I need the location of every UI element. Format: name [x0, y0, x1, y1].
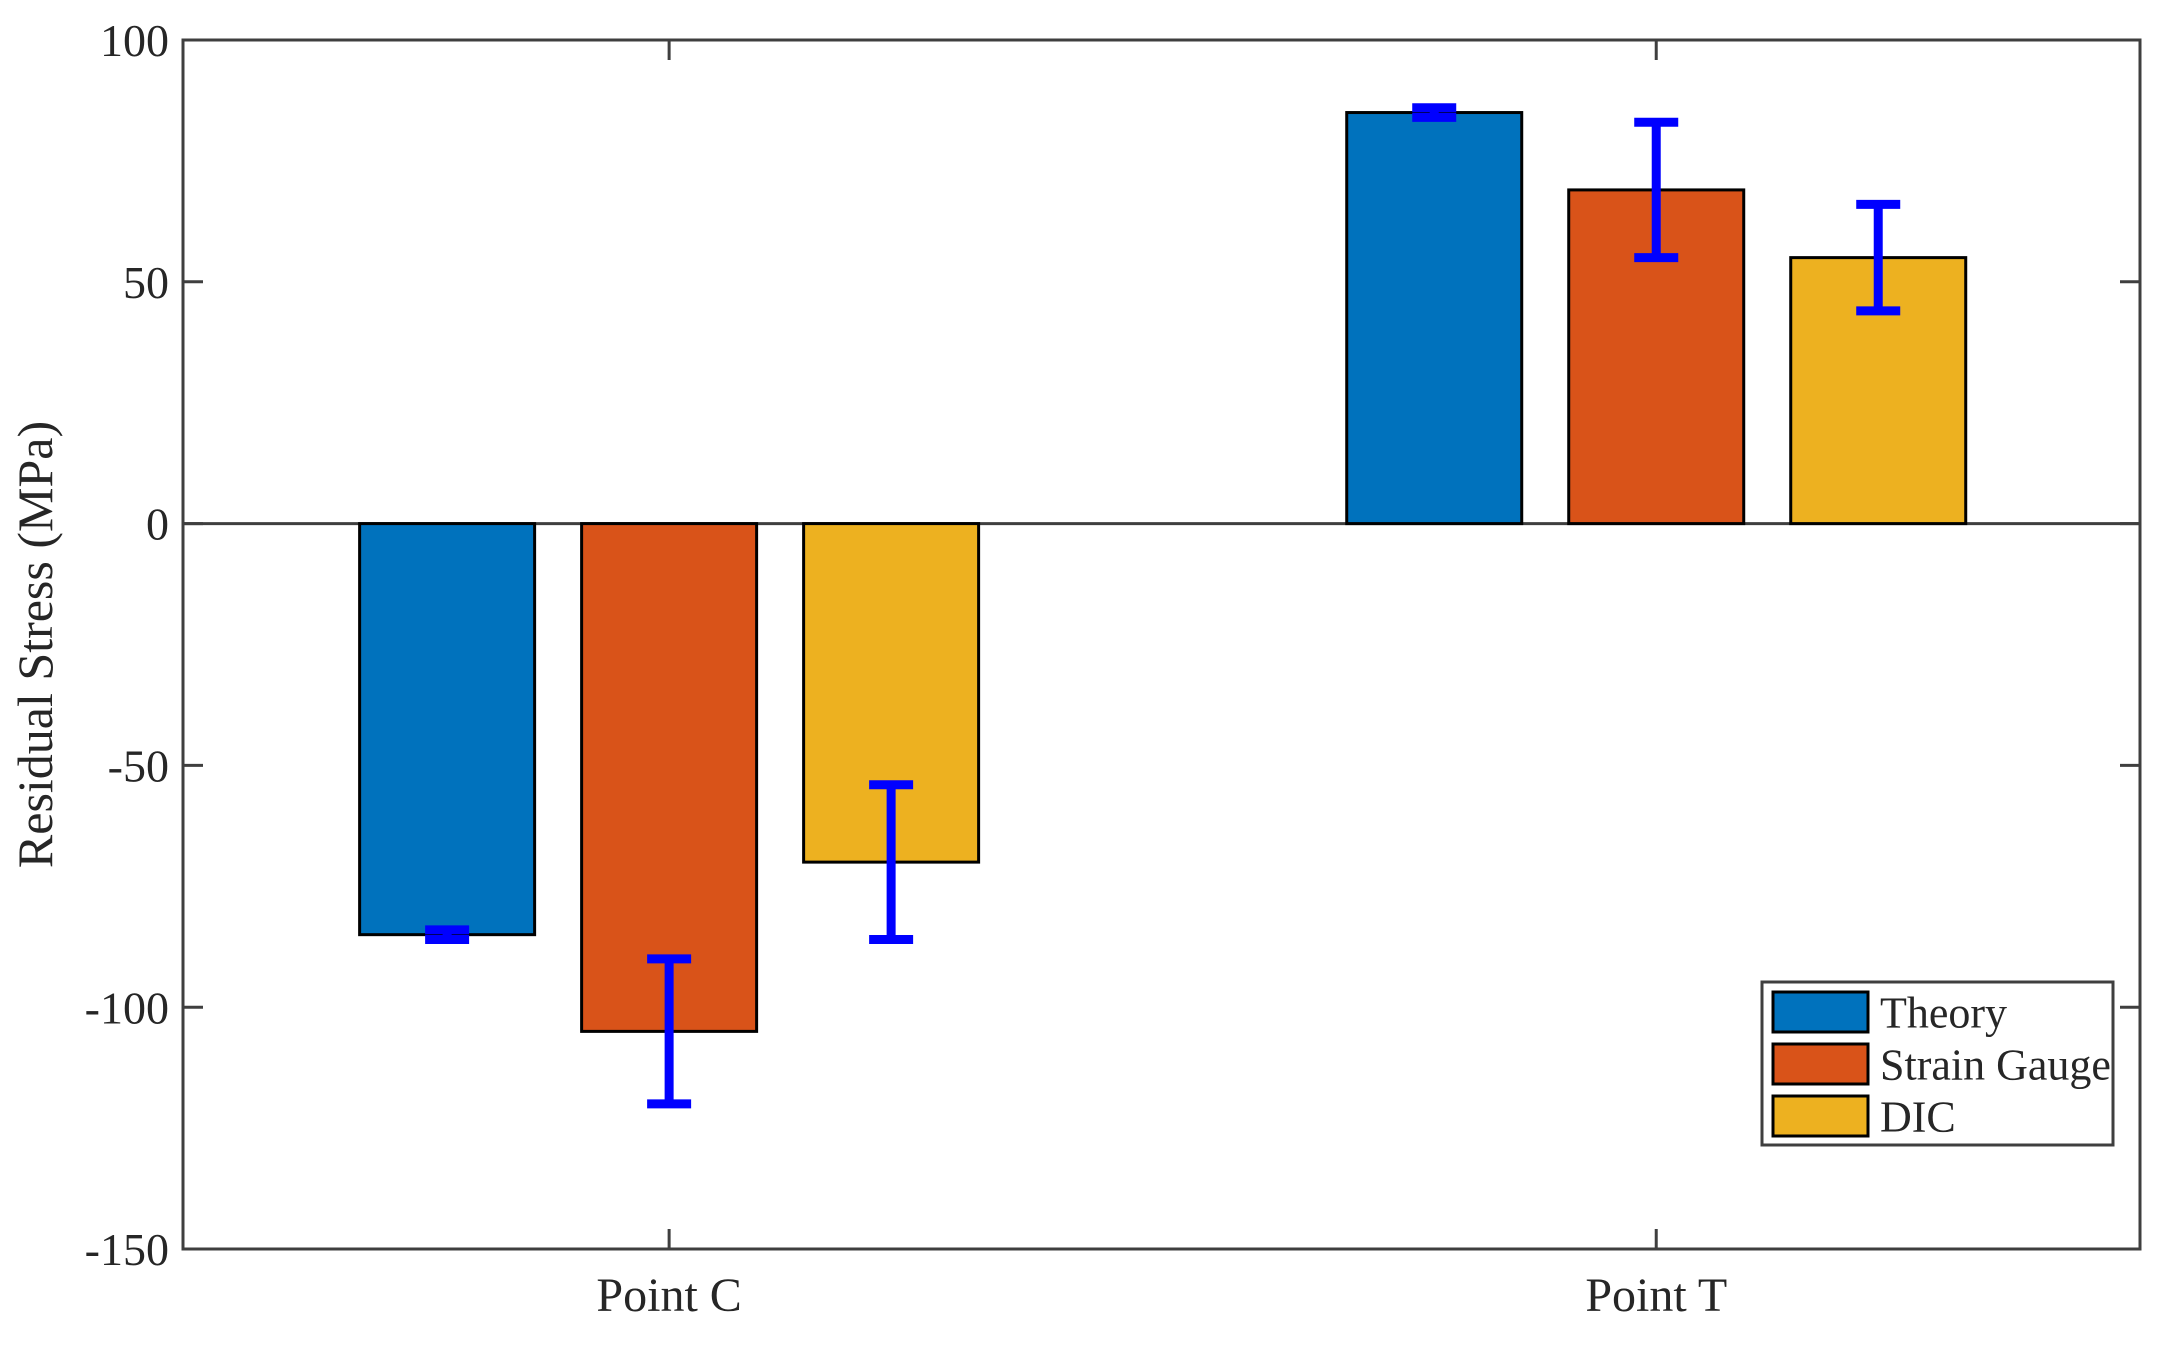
y-tick-label-0: 0	[146, 499, 169, 550]
axis-box	[181, 38, 2142, 1251]
y-tick-label--50: -50	[108, 741, 169, 792]
legend-label-theory: Theory	[1880, 988, 2007, 1037]
x-category-label-point-c: Point C	[596, 1269, 741, 1322]
error-bar-theory-point-t	[1412, 103, 1457, 122]
x-category-label-point-t: Point T	[1585, 1269, 1727, 1322]
error-bar-strain-gauge-point-c	[647, 954, 692, 1109]
legend-label-strain-gauge: Strain Gauge	[1880, 1040, 2111, 1089]
error-bar-strain-gauge-point-t	[1634, 117, 1679, 263]
y-tick-label-100: 100	[100, 15, 169, 66]
legend-swatch-theory	[1771, 990, 1870, 1034]
y-tick-label--100: -100	[85, 982, 169, 1033]
y-axis-label: Residual Stress (MPa)	[7, 421, 63, 868]
y-tick-label-50: 50	[123, 257, 169, 308]
error-bar-theory-point-c	[425, 925, 470, 944]
error-bar-dic-point-c	[869, 780, 914, 944]
bar-theory-point-t	[1345, 111, 1524, 526]
legend-label-dic: DIC	[1880, 1092, 1956, 1141]
legend-swatch-dic	[1771, 1094, 1870, 1138]
y-tick-label--150: -150	[85, 1224, 169, 1275]
legend-swatch-strain-gauge	[1771, 1042, 1870, 1086]
bar-theory-point-c	[358, 522, 537, 937]
error-bar-dic-point-t	[1856, 199, 1901, 316]
